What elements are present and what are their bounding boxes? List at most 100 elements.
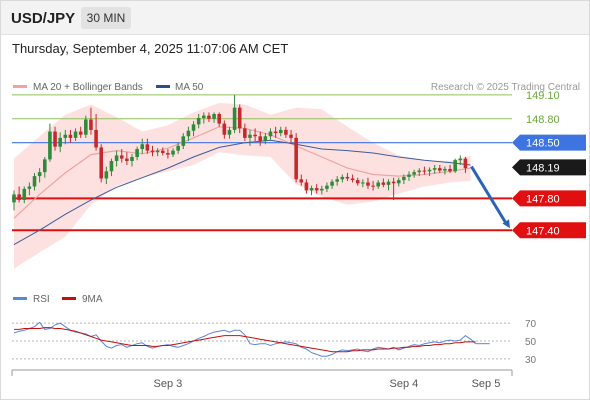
legend-swatch-rsi xyxy=(13,297,27,300)
candle-body xyxy=(237,107,242,129)
candle-body xyxy=(232,107,237,130)
candle-body xyxy=(422,170,427,172)
rsi-panel: RSI 9MA 70 50 30 xyxy=(12,294,537,366)
candle-body xyxy=(78,131,83,135)
candle-body xyxy=(222,123,227,135)
candle-body xyxy=(32,176,37,187)
legend-swatch-ma50 xyxy=(156,85,170,88)
candle-body xyxy=(130,157,134,161)
level-tag-147.40 xyxy=(512,222,586,239)
candle-body xyxy=(119,155,124,159)
candle-body xyxy=(309,188,314,191)
candle-body xyxy=(463,158,468,169)
timestamp: Thursday, September 4, 2025 11:07:06 AM … xyxy=(12,41,289,56)
candle-body xyxy=(376,182,381,187)
bollinger-band-area xyxy=(14,102,471,269)
candle-body xyxy=(253,134,257,137)
candle-body xyxy=(443,168,447,171)
candle-body xyxy=(196,117,201,125)
legend-swatch-ma20 xyxy=(13,85,27,88)
legend-label-ma20: MA 20 + Bollinger Bands xyxy=(33,82,143,93)
level-label-147.40: 147.40 xyxy=(526,225,560,237)
candle-body xyxy=(263,136,268,142)
forecast-arrow-head xyxy=(502,219,510,229)
candle-body xyxy=(407,174,411,177)
timeframe-button[interactable]: 30 MIN xyxy=(81,7,131,29)
candle-body xyxy=(453,160,457,172)
legend-label-ma50: MA 50 xyxy=(175,82,204,93)
candle-body xyxy=(402,176,406,181)
legend-label-9ma: 9MA xyxy=(82,294,103,305)
candle-body xyxy=(12,194,16,203)
candle-body xyxy=(371,185,375,187)
legend-swatch-9ma xyxy=(62,297,76,300)
rsi-9ma-line xyxy=(14,327,476,353)
candle-body xyxy=(166,153,170,155)
candle-body xyxy=(345,176,350,179)
candle-body xyxy=(330,181,334,186)
candle-body xyxy=(243,128,247,138)
candle-body xyxy=(73,131,78,138)
candle-body xyxy=(140,144,145,150)
candle-body xyxy=(278,129,283,134)
candle-body xyxy=(427,169,432,172)
ma50-line xyxy=(13,139,471,246)
forecast-arrow xyxy=(470,165,508,225)
chart-header: USD/JPY 30 MIN xyxy=(1,1,589,35)
rsi-line xyxy=(13,321,477,357)
candle-body xyxy=(68,134,73,138)
time-axis: Sep 3 Sep 4 Sep 5 xyxy=(11,369,513,390)
candle-body xyxy=(227,129,232,135)
bollinger-band xyxy=(14,102,471,269)
candle-body xyxy=(176,145,180,151)
candle-body xyxy=(458,158,463,161)
candle-body xyxy=(320,188,324,191)
candle-body xyxy=(125,158,129,161)
current-price-tag xyxy=(512,159,586,176)
candle-body xyxy=(299,179,304,183)
candle-body xyxy=(432,168,437,170)
candle-body xyxy=(391,181,396,184)
candle-body xyxy=(89,119,93,130)
candle-body xyxy=(145,144,150,151)
candle-body xyxy=(186,130,191,137)
level-label-148.50: 148.50 xyxy=(526,138,560,150)
level-label-148.80: 148.80 xyxy=(526,114,560,126)
rsi-tick-50: 50 xyxy=(525,337,537,348)
candle-body xyxy=(171,150,175,155)
candle-body xyxy=(437,168,442,171)
symbol-title: USD/JPY xyxy=(11,10,76,27)
candle-body xyxy=(381,182,386,185)
candle-body xyxy=(181,136,186,146)
candle-body xyxy=(355,180,360,184)
candle-body xyxy=(109,160,114,172)
current-price-label: 148.19 xyxy=(526,162,560,174)
candle-body xyxy=(396,180,401,184)
level-labels: 149.10 148.80 148.50 147.80 147.40 148.19 xyxy=(512,90,586,239)
candle-body xyxy=(42,159,47,173)
candle-body xyxy=(340,176,345,180)
candle-body xyxy=(289,134,293,138)
candle-body xyxy=(191,124,196,131)
rsi-tick-30: 30 xyxy=(525,355,537,366)
time-tick-label: Sep 5 xyxy=(472,378,501,390)
candle-body xyxy=(448,168,452,172)
candle-body xyxy=(104,171,109,179)
candle-body xyxy=(155,150,160,153)
candle-body xyxy=(37,172,42,177)
candle-body xyxy=(350,178,355,181)
candle-body xyxy=(94,129,98,148)
price-legend: MA 20 + Bollinger Bands MA 50 Research © 2… xyxy=(13,82,580,93)
candle-body xyxy=(412,172,416,175)
candle-body xyxy=(212,114,216,119)
candle-body xyxy=(53,131,57,147)
rsi-tick-70: 70 xyxy=(525,319,537,330)
level-label-147.80: 147.80 xyxy=(526,193,560,205)
candle-body xyxy=(63,134,68,138)
candle-body xyxy=(99,147,104,179)
candle-body xyxy=(335,179,339,182)
candle-body xyxy=(150,150,155,153)
candle-body xyxy=(135,149,139,158)
level-tag-147.80 xyxy=(512,190,586,207)
